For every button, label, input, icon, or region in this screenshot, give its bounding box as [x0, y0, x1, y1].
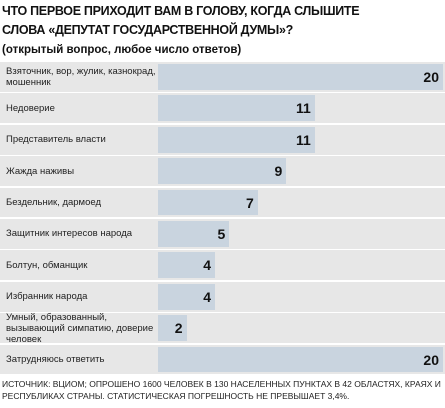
category-label: Представитель власти — [6, 134, 106, 146]
category-label: Болтун, обманщик — [6, 259, 88, 271]
row-background — [0, 281, 445, 312]
row-background — [0, 313, 445, 344]
value-label: 4 — [203, 257, 211, 274]
bar — [158, 283, 215, 310]
value-label: 20 — [423, 351, 439, 368]
value-label: 20 — [423, 68, 439, 85]
value-label: 4 — [203, 288, 211, 305]
bar — [158, 95, 315, 122]
category-label: Бездельник, дармоед — [6, 197, 101, 209]
value-label: 11 — [295, 100, 311, 117]
value-label: 9 — [274, 163, 283, 180]
row-background — [0, 250, 445, 281]
value-label: 7 — [245, 194, 254, 211]
bar — [158, 126, 315, 153]
bar — [158, 221, 230, 247]
value-label: 2 — [174, 320, 183, 337]
category-label: Недоверие — [6, 102, 55, 114]
bar — [158, 189, 258, 216]
source-note: ИСТОЧНИК: ВЦИОМ; ОПРОШЕНО 1600 ЧЕЛОВЕК В… — [2, 379, 441, 401]
bar — [158, 346, 443, 373]
chart-title: СЛОВА «ДЕПУТАТ ГОСУДАРСТВЕННОЙ ДУМЫ»? — [2, 23, 293, 37]
bar — [158, 158, 287, 185]
chart-title: ЧТО ПЕРВОЕ ПРИХОДИТ ВАМ В ГОЛОВУ, КОГДА … — [2, 4, 360, 18]
bar — [158, 315, 187, 342]
category-label: Жажда наживы — [6, 165, 75, 177]
category-label: Защитник интересов народа — [6, 228, 133, 240]
bar — [158, 64, 443, 90]
category-label: Затрудняюсь ответить — [6, 354, 105, 366]
bar — [158, 252, 215, 279]
category-label: Избранник народа — [6, 291, 88, 303]
chart-subtitle: (открытый вопрос, любое число ответов) — [2, 44, 242, 56]
category-label: Взяточник, вор, жулик, казнокрад, мошенн… — [6, 65, 156, 88]
value-label: 11 — [295, 131, 311, 148]
category-label: Умный, образованный, вызывающий симпатию… — [6, 311, 154, 345]
value-label: 5 — [217, 225, 226, 242]
